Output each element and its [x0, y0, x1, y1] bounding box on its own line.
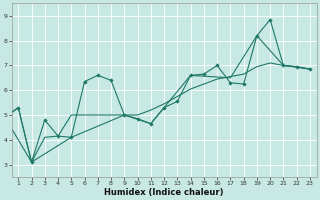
X-axis label: Humidex (Indice chaleur): Humidex (Indice chaleur) [104, 188, 224, 197]
